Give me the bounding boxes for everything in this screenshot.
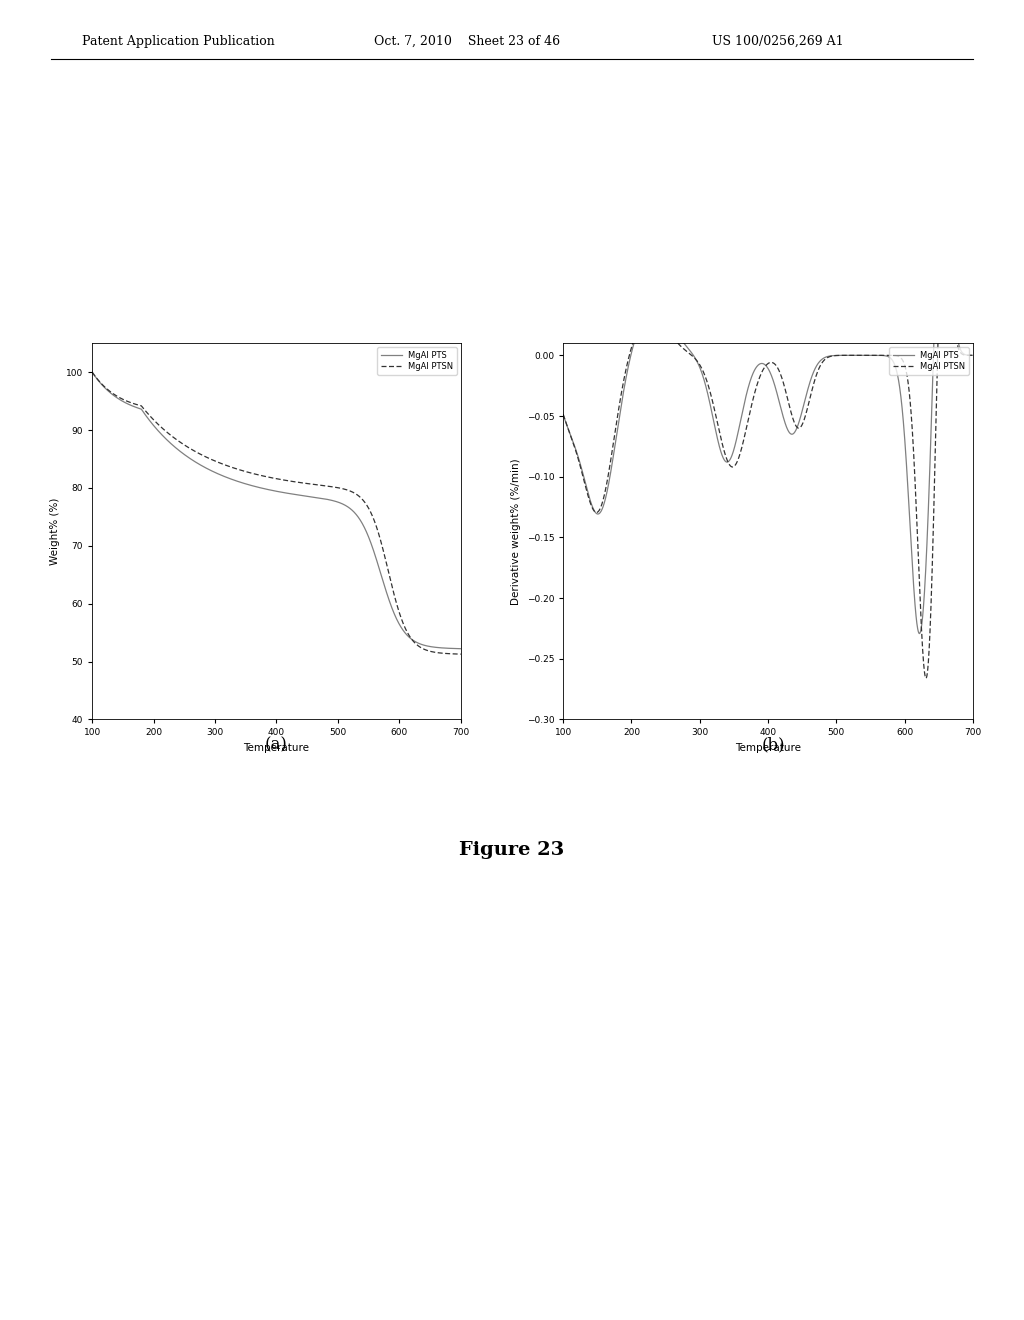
X-axis label: Temperature: Temperature: [735, 743, 801, 752]
Text: (a): (a): [265, 737, 288, 754]
Text: (b): (b): [761, 737, 785, 754]
Text: Oct. 7, 2010    Sheet 23 of 46: Oct. 7, 2010 Sheet 23 of 46: [374, 34, 560, 48]
X-axis label: Temperature: Temperature: [244, 743, 309, 752]
Text: Patent Application Publication: Patent Application Publication: [82, 34, 274, 48]
Y-axis label: Derivative weight% (%/min): Derivative weight% (%/min): [511, 458, 521, 605]
Y-axis label: Weight% (%): Weight% (%): [50, 498, 60, 565]
Text: US 100/0256,269 A1: US 100/0256,269 A1: [712, 34, 844, 48]
Text: Figure 23: Figure 23: [460, 841, 564, 859]
Legend: MgAl PTS, MgAl PTSN: MgAl PTS, MgAl PTSN: [377, 347, 457, 375]
Legend: MgAl PTS, MgAl PTSN: MgAl PTS, MgAl PTSN: [889, 347, 969, 375]
